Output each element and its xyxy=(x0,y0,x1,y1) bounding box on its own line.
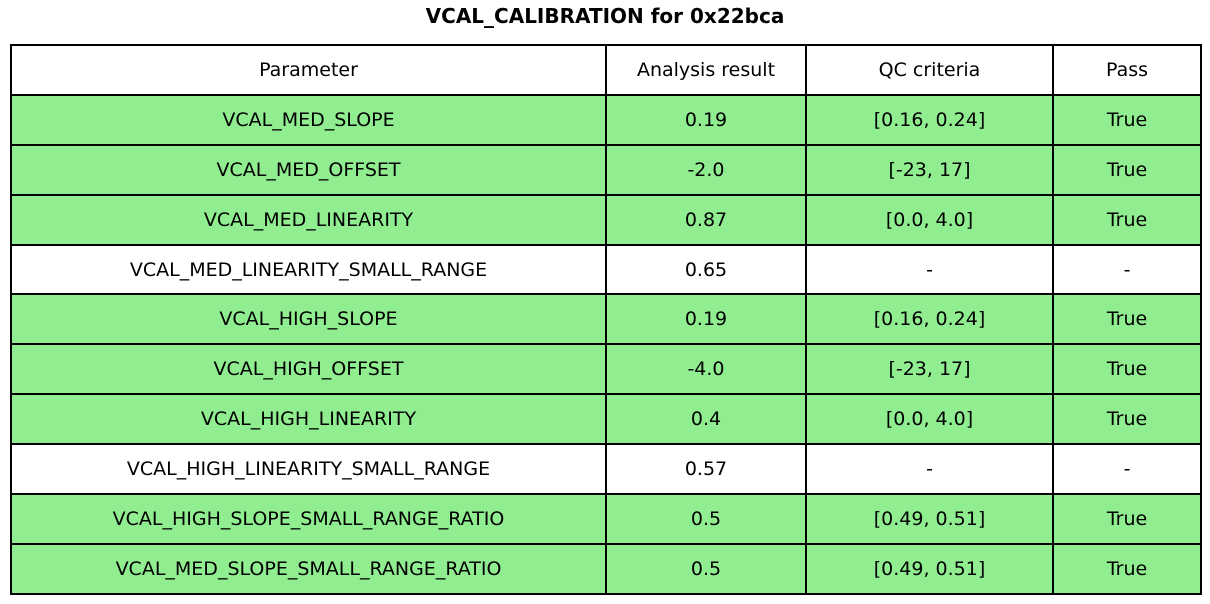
header-row: Parameter Analysis result QC criteria Pa… xyxy=(10,44,1202,96)
column-header-qc-criteria: QC criteria xyxy=(805,44,1054,96)
analysis-result-cell: 0.65 xyxy=(605,243,807,296)
qc-criteria-cell: [0.16, 0.24] xyxy=(805,93,1054,146)
pass-cell: True xyxy=(1052,143,1202,196)
column-header-analysis-result: Analysis result xyxy=(605,44,807,96)
pass-cell: True xyxy=(1052,193,1202,246)
qc-table: Parameter Analysis result QC criteria Pa… xyxy=(10,44,1202,595)
qc-criteria-cell: [0.49, 0.51] xyxy=(805,493,1054,545)
analysis-result-cell: 0.4 xyxy=(605,393,807,446)
pass-cell: - xyxy=(1052,243,1202,296)
pass-cell: True xyxy=(1052,393,1202,446)
qc-table-body: VCAL_MED_SLOPE 0.19 [0.16, 0.24] True VCAL_M… xyxy=(10,93,1202,595)
pass-cell: True xyxy=(1052,93,1202,146)
parameter-cell: VCAL_HIGH_OFFSET xyxy=(10,343,607,396)
qc-criteria-cell: - xyxy=(805,243,1054,296)
page-title: VCAL_CALIBRATION for 0x22bca xyxy=(425,4,785,28)
analysis-result-cell: -4.0 xyxy=(605,343,807,396)
pass-cell: True xyxy=(1052,343,1202,396)
qc-criteria-cell: [0.16, 0.24] xyxy=(805,293,1054,346)
table-row: VCAL_HIGH_SLOPE_SMALL_RANGE_RATIO 0.5 [0.4… xyxy=(10,493,1202,545)
pass-cell: True xyxy=(1052,542,1202,595)
analysis-result-cell: 0.87 xyxy=(605,193,807,246)
qc-criteria-cell: [0.0, 4.0] xyxy=(805,193,1054,246)
analysis-result-cell: 0.5 xyxy=(605,493,807,545)
analysis-result-cell: 0.19 xyxy=(605,93,807,146)
parameter-cell: VCAL_HIGH_LINEARITY_SMALL_RANGE xyxy=(10,443,607,496)
parameter-cell: VCAL_HIGH_SLOPE_SMALL_RANGE_RATIO xyxy=(10,493,607,545)
analysis-result-cell: 0.57 xyxy=(605,443,807,496)
table-row: VCAL_MED_SLOPE_SMALL_RANGE_RATIO 0.5 [0.49… xyxy=(10,542,1202,595)
parameter-cell: VCAL_MED_LINEARITY xyxy=(10,193,607,246)
table-row: VCAL_MED_LINEARITY 0.87 [0.0, 4.0] True xyxy=(10,193,1202,246)
table-row: VCAL_HIGH_OFFSET -4.0 [-23, 17] True xyxy=(10,343,1202,396)
parameter-cell: VCAL_MED_OFFSET xyxy=(10,143,607,196)
parameter-cell: VCAL_MED_SLOPE xyxy=(10,93,607,146)
parameter-cell: VCAL_MED_SLOPE_SMALL_RANGE_RATIO xyxy=(10,542,607,595)
qc-criteria-cell: - xyxy=(805,443,1054,496)
analysis-result-cell: -2.0 xyxy=(605,143,807,196)
analysis-result-cell: 0.5 xyxy=(605,542,807,595)
pass-cell: True xyxy=(1052,493,1202,545)
analysis-result-cell: 0.19 xyxy=(605,293,807,346)
parameter-cell: VCAL_MED_LINEARITY_SMALL_RANGE xyxy=(10,243,607,296)
table-row: VCAL_MED_OFFSET -2.0 [-23, 17] True xyxy=(10,143,1202,196)
pass-cell: - xyxy=(1052,443,1202,496)
table-row: VCAL_HIGH_SLOPE 0.19 [0.16, 0.24] True xyxy=(10,293,1202,346)
table-row: VCAL_MED_LINEARITY_SMALL_RANGE 0.65- - xyxy=(10,243,1202,296)
qc-criteria-cell: [-23, 17] xyxy=(805,343,1054,396)
parameter-cell: VCAL_HIGH_SLOPE xyxy=(10,293,607,346)
qc-criteria-cell: [0.0, 4.0] xyxy=(805,393,1054,446)
pass-cell: True xyxy=(1052,293,1202,346)
column-header-parameter: Parameter xyxy=(10,44,607,96)
column-header-pass: Pass xyxy=(1052,44,1202,96)
qc-criteria-cell: [-23, 17] xyxy=(805,143,1054,196)
table-row: VCAL_HIGH_LINEARITY_SMALL_RANGE 0.57- - xyxy=(10,443,1202,496)
table-row: VCAL_MED_SLOPE 0.19 [0.16, 0.24] True xyxy=(10,93,1202,146)
parameter-cell: VCAL_HIGH_LINEARITY xyxy=(10,393,607,446)
qc-criteria-cell: [0.49, 0.51] xyxy=(805,542,1054,595)
table-row: VCAL_HIGH_LINEARITY 0.4 [0.0, 4.0] True xyxy=(10,393,1202,446)
